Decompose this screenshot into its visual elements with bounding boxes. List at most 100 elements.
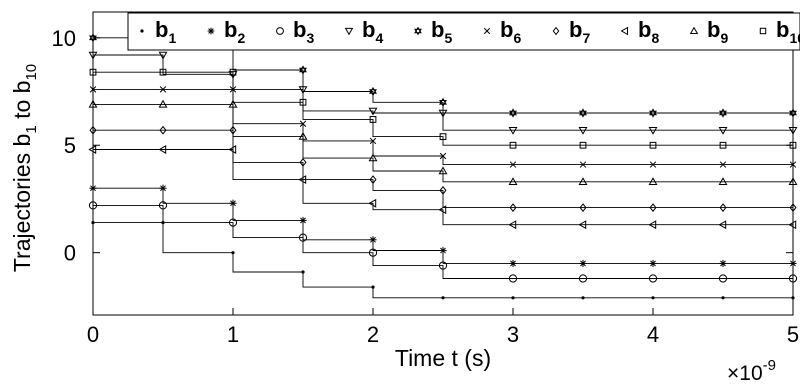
point-b1-3 xyxy=(301,270,305,274)
series-line-b9 xyxy=(93,103,793,183)
x-tick-label: 1 xyxy=(227,322,239,347)
point-b9-2 xyxy=(228,99,238,108)
legend-marker-b5 xyxy=(414,26,422,36)
y-tick-label: 0 xyxy=(64,241,76,266)
point-b6-7 xyxy=(579,161,587,168)
y-tick-label: 10 xyxy=(52,26,76,51)
point-b10-8 xyxy=(649,141,657,149)
point-b7-1 xyxy=(159,125,167,135)
legend-label-main: b xyxy=(707,17,720,42)
point-b8-8 xyxy=(648,220,657,230)
point-b8-1 xyxy=(158,145,167,154)
point-b10-6 xyxy=(509,141,517,149)
point-b3-6 xyxy=(508,274,518,283)
x-tick-label: 5 xyxy=(787,322,799,347)
point-b2-8 xyxy=(649,259,657,268)
point-b9-1 xyxy=(158,99,168,108)
point-b6-6 xyxy=(509,161,517,168)
point-b7-6 xyxy=(509,203,517,212)
series-b4 xyxy=(88,51,798,135)
x-tick-label: 0 xyxy=(87,322,99,347)
point-b5-7 xyxy=(579,108,587,118)
series-b3 xyxy=(88,201,798,283)
point-b10-4 xyxy=(369,116,377,123)
point-b4-1 xyxy=(158,51,168,60)
plot-frame xyxy=(92,11,794,316)
series-layer xyxy=(88,33,798,300)
point-b4-4 xyxy=(368,107,378,116)
point-b1-9 xyxy=(721,296,725,300)
legend-marker-b4 xyxy=(344,27,354,36)
point-b5-3 xyxy=(299,65,307,75)
legend-item-b5: b5 xyxy=(414,17,452,46)
legend-marker-b9 xyxy=(689,26,699,34)
legend-label-sub: 7 xyxy=(582,30,590,46)
point-b9-3 xyxy=(298,131,308,140)
point-b4-9 xyxy=(718,127,728,135)
legend-label-main: b xyxy=(638,17,651,42)
legend-label-b10: b10 xyxy=(776,17,800,46)
point-b8-2 xyxy=(228,145,237,154)
legend-label-sub: 8 xyxy=(651,30,659,46)
point-b1-7 xyxy=(581,296,585,300)
point-b3-5 xyxy=(438,261,448,270)
point-b5-5 xyxy=(439,97,447,107)
legend-label-main: b xyxy=(224,17,237,42)
point-b5-6 xyxy=(509,108,517,118)
point-b3-1 xyxy=(158,201,168,210)
legend-item-b3: b3 xyxy=(276,17,314,46)
point-b6-4 xyxy=(369,137,377,145)
legend-marker-b3 xyxy=(276,27,284,35)
series-line-b4 xyxy=(93,54,793,131)
point-b1-4 xyxy=(371,285,375,289)
legend-box xyxy=(127,12,800,51)
legend-label-b8: b8 xyxy=(638,17,659,46)
point-b5-9 xyxy=(719,108,727,118)
point-b2-1 xyxy=(159,184,167,192)
legend-label-main: b xyxy=(569,17,582,42)
legend-label-b9: b9 xyxy=(707,17,728,46)
point-b10-7 xyxy=(579,141,587,149)
legend-item-b10: b10 xyxy=(759,17,800,46)
legend-label-sub: 3 xyxy=(306,30,314,46)
point-b8-3 xyxy=(298,175,307,185)
legend-item-b8: b8 xyxy=(620,17,659,46)
legend-item-b4: b4 xyxy=(344,17,383,46)
point-b2-9 xyxy=(719,259,727,268)
point-b9-7 xyxy=(578,177,588,185)
point-b2-7 xyxy=(579,259,587,268)
point-b8-6 xyxy=(508,220,517,230)
point-b2-4 xyxy=(369,236,377,244)
point-b2-3 xyxy=(299,216,307,225)
y-label-main: Trajectories b xyxy=(9,134,35,272)
point-b4-7 xyxy=(578,127,588,135)
ticks-layer: 0 1 2 3 4 5 0 5 10 xyxy=(52,12,799,347)
legend-marker-b7 xyxy=(552,26,560,36)
point-b6-9 xyxy=(719,161,727,168)
point-b7-8 xyxy=(649,203,657,212)
point-b7-9 xyxy=(719,203,727,212)
point-b6-5 xyxy=(439,152,447,160)
legend-marker-b6 xyxy=(483,27,491,35)
point-b3-8 xyxy=(648,274,658,283)
point-b2-6 xyxy=(509,259,517,268)
point-b10-5 xyxy=(439,133,447,141)
y-label-sub2: 10 xyxy=(23,64,40,81)
x-tick-label: 4 xyxy=(647,322,659,347)
legend: b1b2b3b4b5b6b7b8b9b10 xyxy=(127,12,800,51)
point-b9-6 xyxy=(508,177,518,185)
legend-label-main: b xyxy=(500,17,513,42)
legend-label-sub: 4 xyxy=(375,30,383,46)
point-b6-1 xyxy=(159,86,167,93)
legend-marker-b8 xyxy=(620,26,628,36)
point-b7-7 xyxy=(579,203,587,212)
point-b3-4 xyxy=(368,248,378,257)
legend-item-b6: b6 xyxy=(483,17,521,46)
point-b7-5 xyxy=(439,186,447,195)
x-multiplier-base: ×10 xyxy=(727,362,763,385)
x-tick-label: 3 xyxy=(507,322,519,347)
point-b8-9 xyxy=(718,220,727,230)
point-b2-5 xyxy=(439,246,447,255)
legend-label-sub: 6 xyxy=(513,30,521,46)
